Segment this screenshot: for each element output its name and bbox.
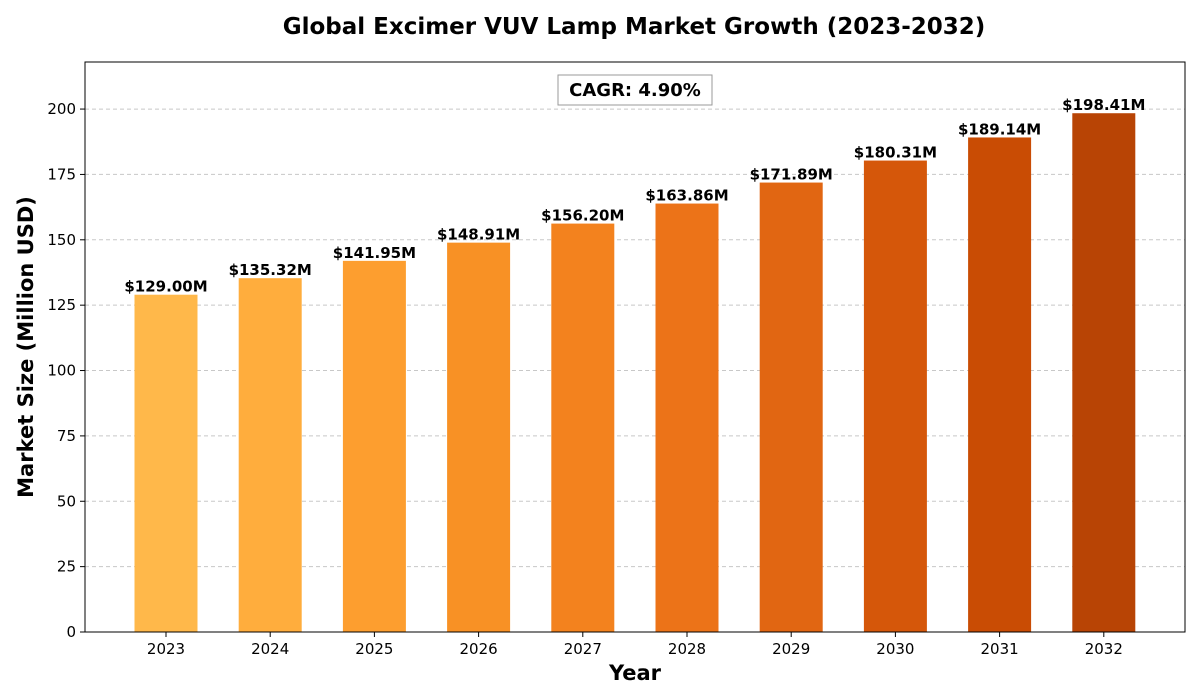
data-label-2032: $198.41M — [1062, 96, 1145, 114]
bar-2029 — [759, 182, 823, 632]
y-tick-label: 0 — [66, 623, 76, 641]
bar-2025 — [342, 260, 406, 632]
bar-2031 — [968, 137, 1032, 632]
data-label-2023: $129.00M — [124, 278, 207, 296]
x-axis-ticks: 2023 2024 2025 2026 2027 2028 2029 2030 2031 2032 — [147, 632, 1123, 658]
data-label-2027: $156.20M — [541, 207, 624, 225]
cagr-annotation: CAGR: 4.90% — [557, 74, 713, 106]
y-tick-label: 125 — [47, 296, 76, 314]
x-tick-label-2030: 2030 — [876, 640, 914, 658]
x-tick-label-2027: 2027 — [564, 640, 602, 658]
bar-2032 — [1072, 113, 1136, 632]
x-tick-label-2025: 2025 — [355, 640, 393, 658]
bar-2030 — [863, 160, 927, 632]
y-tick-label: 200 — [47, 100, 76, 118]
data-label-2029: $171.89M — [750, 166, 833, 184]
x-axis-label: Year — [608, 661, 662, 685]
y-tick-label: 150 — [47, 231, 76, 249]
bar-2028 — [655, 203, 719, 632]
x-tick-label-2026: 2026 — [460, 640, 498, 658]
y-tick-label: 50 — [57, 492, 76, 510]
data-labels: $129.00M $135.32M $141.95M $148.91M $156.20M… — [124, 96, 1145, 295]
x-tick-label-2031: 2031 — [981, 640, 1019, 658]
data-label-2028: $163.86M — [645, 187, 728, 205]
cagr-annotation-text: CAGR: 4.90% — [569, 80, 701, 101]
x-tick-label-2023: 2023 — [147, 640, 185, 658]
bar-2024 — [238, 278, 302, 632]
y-tick-label: 25 — [57, 558, 76, 576]
y-axis-ticks: 0 25 50 75 100 125 150 175 200 — [47, 100, 85, 641]
y-tick-label: 75 — [57, 427, 76, 445]
data-label-2024: $135.32M — [229, 261, 312, 279]
y-tick-label: 175 — [47, 165, 76, 183]
x-tick-label-2032: 2032 — [1085, 640, 1123, 658]
y-tick-label: 100 — [47, 362, 76, 380]
y-axis-label: Market Size (Million USD) — [14, 196, 38, 498]
plot-frame — [84, 61, 1186, 633]
bars — [134, 113, 1136, 632]
data-label-2025: $141.95M — [333, 244, 416, 262]
data-label-2030: $180.31M — [854, 144, 937, 162]
x-tick-label-2024: 2024 — [251, 640, 289, 658]
chart-title: Global Excimer VUV Lamp Market Growth (2… — [283, 14, 986, 40]
x-tick-label-2029: 2029 — [772, 640, 810, 658]
x-tick-label-2028: 2028 — [668, 640, 706, 658]
data-label-2031: $189.14M — [958, 120, 1041, 138]
bar-2023 — [134, 294, 198, 632]
data-label-2026: $148.91M — [437, 226, 520, 244]
bar-2027 — [551, 223, 615, 632]
bar-2026 — [447, 242, 511, 632]
cagr-annotation-box — [557, 74, 713, 106]
